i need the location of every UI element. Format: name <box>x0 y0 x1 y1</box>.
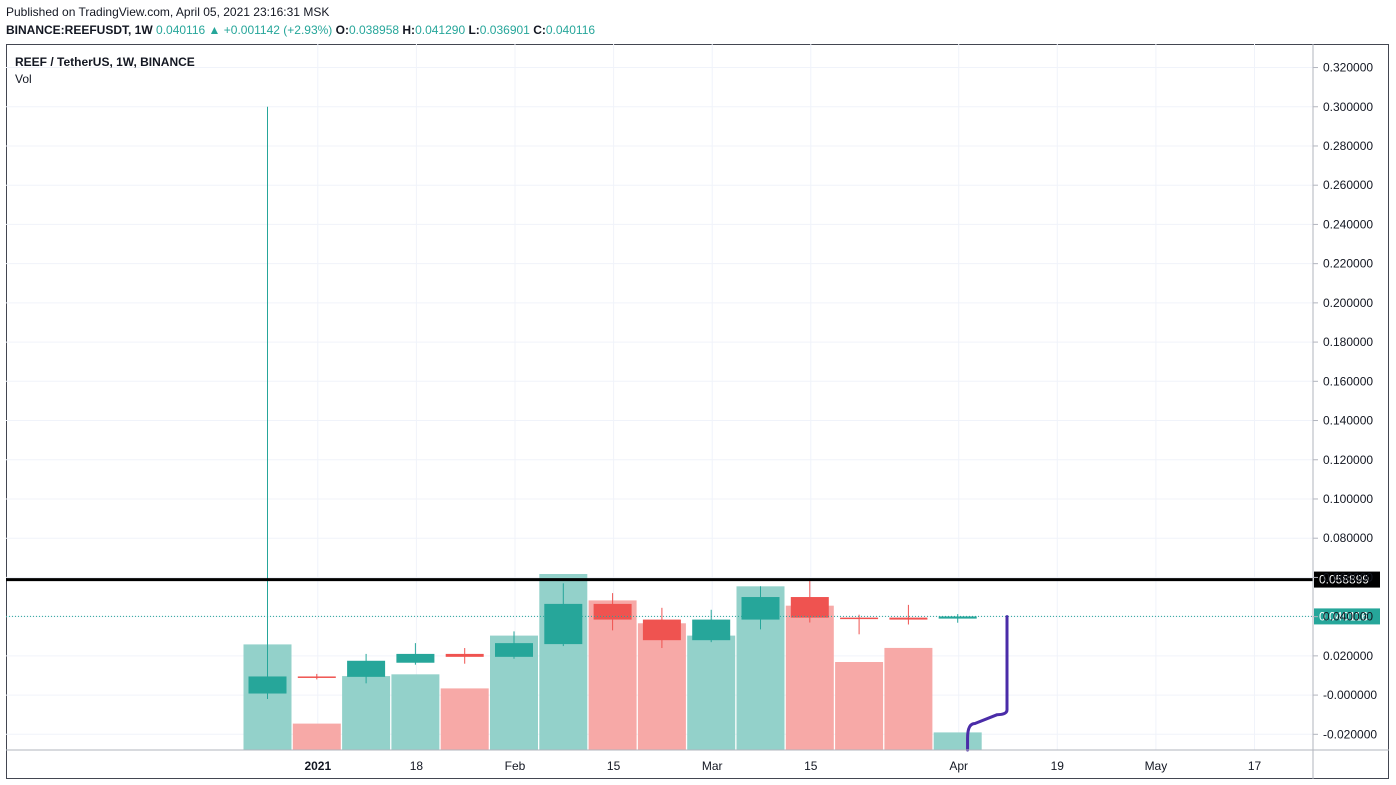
support-price-tag <box>1314 571 1380 588</box>
y-tick-label: 0.240000 <box>1323 217 1373 231</box>
last-price-value: 0.040116 <box>156 23 206 37</box>
candle-body[interactable] <box>495 643 533 657</box>
support-price-label: 0.058899 <box>1319 573 1369 587</box>
axes: 0.320000 0.300000 0.280000 0.260000 0.240000… <box>6 44 1389 779</box>
publish-info: Published on TradingView.com, April 05, … <box>6 5 330 19</box>
candle-body[interactable] <box>938 616 977 619</box>
chart-frame <box>6 44 1389 779</box>
candle-body[interactable] <box>593 603 632 620</box>
x-tick-label: 2021 <box>304 759 331 773</box>
volume-bar <box>835 662 884 750</box>
y-tick-label: 0.320000 <box>1323 61 1373 75</box>
close-label: C: <box>533 23 546 37</box>
close-value: 0.040116 <box>545 23 596 37</box>
candles[interactable] <box>248 106 977 700</box>
symbol-label: BINANCE:REEFUSDT, 1W <box>6 23 153 37</box>
last-price-tag <box>1314 608 1380 625</box>
y-tick-label: 0.160000 <box>1323 374 1373 388</box>
up-arrow-icon: ▲ <box>208 23 221 37</box>
volume-legend-label: Vol <box>15 72 32 86</box>
symbol-ohlc-line: BINANCE:REEFUSDT, 1W 0.040116 ▲ +0.00114… <box>6 23 595 37</box>
x-tick-label: Apr <box>949 759 968 773</box>
x-tick-label: 17 <box>1248 759 1262 773</box>
candle-body[interactable] <box>544 603 583 645</box>
volume-bar <box>785 605 834 750</box>
candle-body[interactable] <box>741 597 780 620</box>
volume-bar <box>884 647 933 750</box>
candle-body[interactable] <box>396 653 435 663</box>
y-tick-label: 0.120000 <box>1323 453 1373 467</box>
x-tick-label: May <box>1145 759 1168 773</box>
change-value: +0.001142 (+2.93%) <box>223 23 333 37</box>
last-price-label: 0.040116 <box>1319 609 1368 623</box>
y-tick-label: 0.060000 <box>1323 570 1373 584</box>
volume-bar <box>391 674 440 750</box>
x-tick-label: 18 <box>410 759 424 773</box>
high-label: H: <box>402 23 416 37</box>
y-tick-label: 0.200000 <box>1323 296 1373 310</box>
open-label: O: <box>335 23 349 37</box>
candle-body[interactable] <box>297 676 336 678</box>
low-value: 0.036901 <box>479 23 530 37</box>
y-tick-label: 0.300000 <box>1323 100 1373 114</box>
x-tick-label: Mar <box>702 759 723 773</box>
y-tick-label: -0.020000 <box>1323 727 1377 741</box>
volume-bar <box>933 732 982 750</box>
candle-body[interactable] <box>889 617 928 620</box>
x-tick-label: Feb <box>505 759 526 773</box>
candle-body[interactable] <box>445 653 484 657</box>
high-value: 0.041290 <box>415 23 466 37</box>
chart-header: Published on TradingView.com, April 05, … <box>6 0 1390 44</box>
volume-bar <box>292 723 341 750</box>
candle-body[interactable] <box>790 597 829 618</box>
candle-body[interactable] <box>347 660 386 677</box>
grid <box>6 44 1313 750</box>
candle-body[interactable] <box>642 619 681 641</box>
candle-body[interactable] <box>840 617 879 620</box>
horizontal-lines: 0.058899 0.040116 <box>6 571 1380 625</box>
x-tick-label: 15 <box>804 759 818 773</box>
y-tick-label: 0.100000 <box>1323 492 1373 506</box>
y-tick-label: 0.040000 <box>1323 610 1373 624</box>
y-tick-label: 0.220000 <box>1323 257 1373 271</box>
volume-bar <box>342 676 391 750</box>
volume-bar <box>440 688 489 750</box>
y-tick-label: 0.260000 <box>1323 178 1373 192</box>
candle-body[interactable] <box>692 619 731 641</box>
y-tick-label: 0.140000 <box>1323 414 1373 428</box>
low-label: L: <box>468 23 480 37</box>
volume-bar <box>687 635 736 750</box>
y-tick-label: -0.000000 <box>1323 688 1377 702</box>
price-chart[interactable]: 0.058899 0.040116 0.320000 0.300000 0.28000… <box>6 44 1389 779</box>
legend-title: REEF / TetherUS, 1W, BINANCE <box>15 55 195 69</box>
open-value: 0.038958 <box>348 23 400 37</box>
y-tick-label: 0.020000 <box>1323 649 1373 663</box>
y-tick-label: 0.180000 <box>1323 335 1373 349</box>
y-tick-label: 0.280000 <box>1323 139 1373 153</box>
projection-drawing[interactable] <box>966 615 1009 752</box>
drawing-tools <box>966 615 1009 752</box>
chart-legend: REEF / TetherUS, 1W, BINANCE Vol <box>15 54 195 88</box>
x-tick-label: 15 <box>607 759 621 773</box>
y-tick-label: 0.080000 <box>1323 531 1373 545</box>
candle-body[interactable] <box>248 676 287 694</box>
x-tick-label: 19 <box>1051 759 1065 773</box>
